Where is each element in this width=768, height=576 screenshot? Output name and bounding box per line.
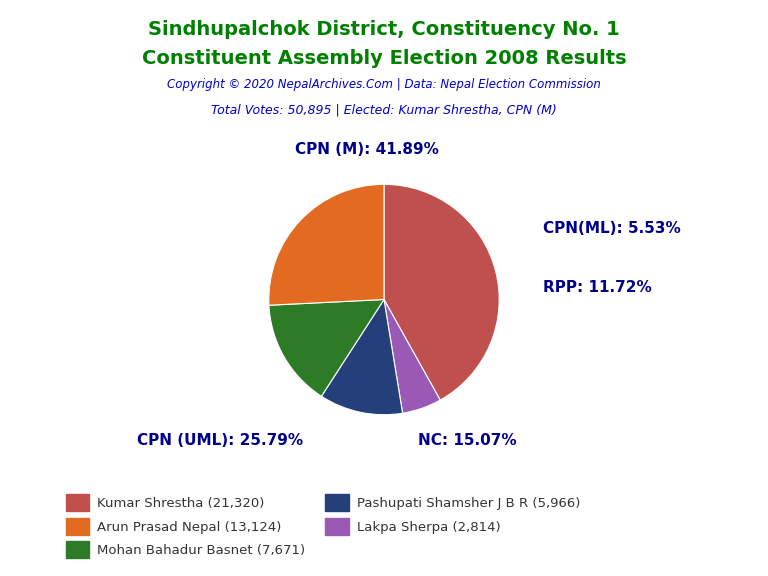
Text: Sindhupalchok District, Constituency No. 1: Sindhupalchok District, Constituency No.… (148, 20, 620, 39)
Wedge shape (269, 184, 384, 305)
Wedge shape (322, 300, 402, 415)
Text: CPN(ML): 5.53%: CPN(ML): 5.53% (543, 221, 680, 236)
Text: Constituent Assembly Election 2008 Results: Constituent Assembly Election 2008 Resul… (141, 49, 627, 68)
Text: Total Votes: 50,895 | Elected: Kumar Shrestha, CPN (M): Total Votes: 50,895 | Elected: Kumar Shr… (211, 104, 557, 117)
Text: CPN (UML): 25.79%: CPN (UML): 25.79% (137, 433, 303, 448)
Legend: Kumar Shrestha (21,320), Arun Prasad Nepal (13,124), Mohan Bahadur Basnet (7,671: Kumar Shrestha (21,320), Arun Prasad Nep… (61, 489, 585, 564)
Text: CPN (M): 41.89%: CPN (M): 41.89% (295, 142, 439, 157)
Text: NC: 15.07%: NC: 15.07% (418, 433, 516, 448)
Wedge shape (269, 300, 384, 396)
Text: RPP: 11.72%: RPP: 11.72% (543, 281, 652, 295)
Wedge shape (384, 300, 440, 413)
Text: Copyright © 2020 NepalArchives.Com | Data: Nepal Election Commission: Copyright © 2020 NepalArchives.Com | Dat… (167, 78, 601, 92)
Wedge shape (384, 184, 499, 400)
